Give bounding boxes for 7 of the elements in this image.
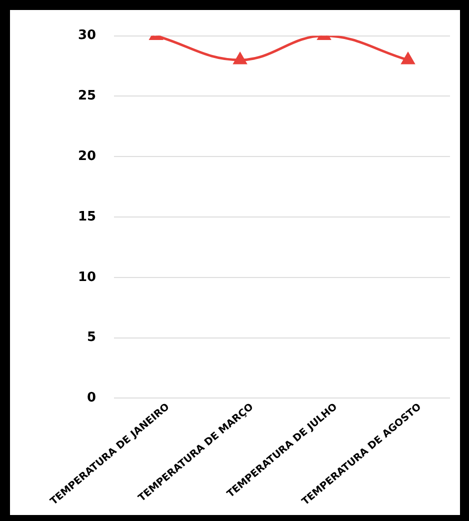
y-tick-label: 0	[87, 390, 96, 406]
y-tick-label: 25	[78, 88, 96, 104]
y-tick-label: 10	[78, 270, 96, 285]
y-tick-label: 20	[78, 148, 96, 164]
y-tick-label: 5	[87, 330, 96, 346]
y-tick-label: 30	[78, 28, 96, 44]
y-tick-label: 15	[78, 209, 96, 224]
